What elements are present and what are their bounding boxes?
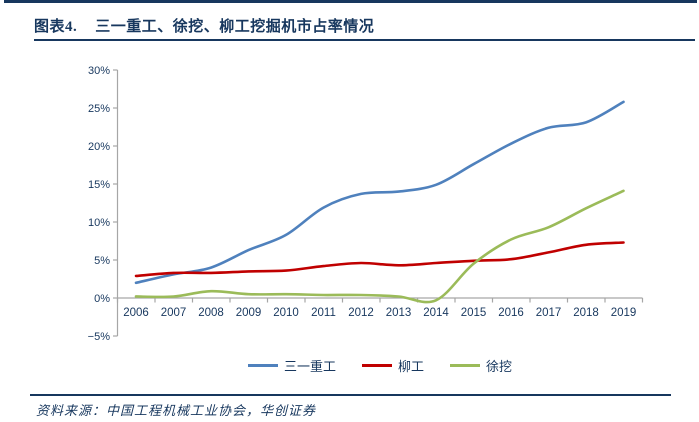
y-axis-tick-label: −5% xyxy=(88,331,111,343)
x-axis-tick-label: 2012 xyxy=(348,307,374,319)
y-axis-tick-label: 25% xyxy=(88,103,110,115)
legend-item-xugong: 徐挖 xyxy=(450,356,512,375)
legend-swatch xyxy=(247,363,278,367)
footer-rule xyxy=(30,394,671,396)
x-axis-tick-label: 2019 xyxy=(611,307,637,319)
series-line-sany xyxy=(134,100,625,285)
x-axis-tick-label: 2015 xyxy=(461,307,487,319)
chart-canvas: 30% 25% 20% 15% 10% 5% 0% −5% 2006 2007 2008 2009 20… xyxy=(88,65,644,343)
x-axis-tick-label: 2017 xyxy=(536,307,562,319)
x-axis-tick-label: 2018 xyxy=(573,307,599,319)
x-axis-tick-label: 2008 xyxy=(198,307,224,319)
legend-label: 柳工 xyxy=(397,358,424,374)
y-axis-tick-label: 15% xyxy=(88,179,110,191)
legend-item-liugong: 柳工 xyxy=(361,356,424,375)
source-row: 资料来源：中国工程机械工业协会，华创证券 xyxy=(36,400,679,419)
figure-label: 图表4. xyxy=(34,19,78,35)
y-axis-tick-label: 20% xyxy=(88,141,110,153)
x-axis-tick-label: 2009 xyxy=(236,307,262,319)
y-axis-tick-label: 0% xyxy=(94,293,110,305)
x-axis-tick-label: 2014 xyxy=(423,307,449,319)
y-axis-tick-label: 5% xyxy=(94,255,110,267)
source-text: 资料来源：中国工程机械工业协会，华创证券 xyxy=(36,403,317,418)
market-share-line-chart: 30% 25% 20% 15% 10% 5% 0% −5% 2006 2007 2008 2009 20… xyxy=(0,42,699,352)
legend-swatch xyxy=(450,363,480,367)
chart-legend: 三一重工 柳工 徐挖 xyxy=(0,355,699,375)
x-axis-tick-label: 2007 xyxy=(161,307,187,319)
series-line-liugong xyxy=(134,241,625,278)
y-axis-tick-label: 10% xyxy=(88,217,110,229)
y-axis-tick-label: 30% xyxy=(88,65,110,77)
x-axis-tick-label: 2016 xyxy=(498,307,524,319)
legend-item-sany: 三一重工 xyxy=(247,356,336,375)
series-line-xugong xyxy=(134,189,625,304)
x-axis-tick-label: 2006 xyxy=(123,307,149,319)
x-axis-tick-label: 2011 xyxy=(311,307,336,319)
legend-label: 三一重工 xyxy=(283,358,336,374)
figure-title: 三一重工、徐挖、柳工挖掘机市占率情况 xyxy=(95,19,375,35)
figure-title-row: 图表4. 三一重工、徐挖、柳工挖掘机市占率情况 xyxy=(34,15,695,41)
legend-swatch xyxy=(361,363,392,367)
x-axis-tick-label: 2010 xyxy=(273,307,299,319)
top-rule xyxy=(4,0,697,3)
legend-label: 徐挖 xyxy=(486,358,513,374)
x-axis-tick-label: 2013 xyxy=(386,307,412,319)
